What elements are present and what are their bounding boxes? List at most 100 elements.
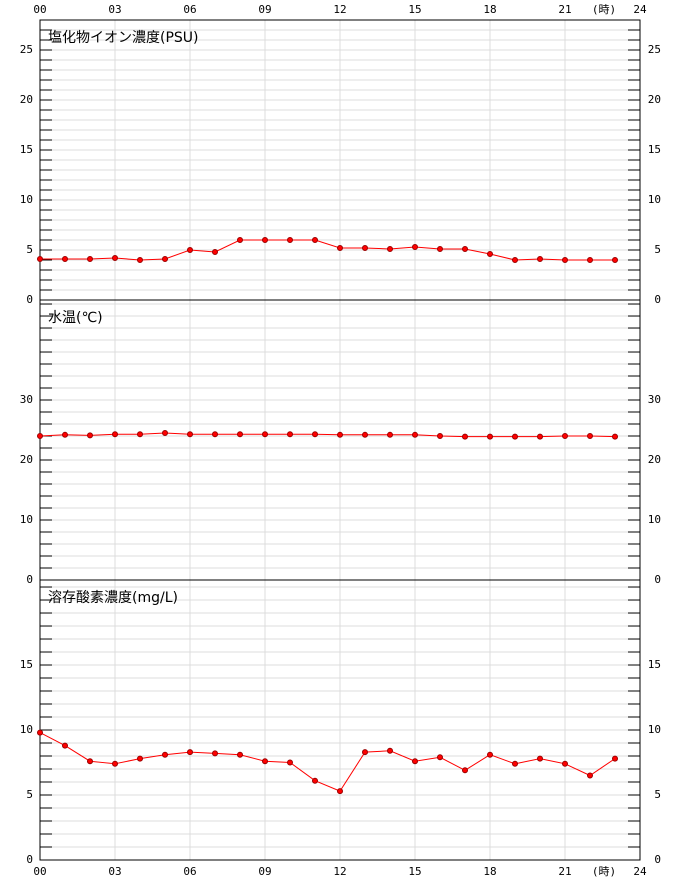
data-point — [412, 431, 418, 438]
y-tick-label: 25 — [648, 43, 661, 56]
y-tick-label: 5 — [26, 243, 33, 256]
data-point — [237, 431, 243, 438]
x-tick-label: 21 — [558, 865, 571, 878]
data-point — [237, 751, 243, 758]
x-tick-label: 12 — [333, 865, 346, 878]
y-tick-label: 0 — [654, 293, 661, 306]
data-point — [162, 751, 168, 758]
data-point — [412, 758, 418, 765]
data-point — [112, 431, 118, 438]
data-point — [512, 257, 518, 263]
data-point — [537, 433, 543, 440]
data-point — [512, 760, 518, 767]
data-point — [112, 760, 118, 767]
data-point — [312, 777, 318, 784]
x-tick-label: 00 — [33, 3, 46, 16]
data-point — [387, 431, 393, 438]
data-point — [537, 755, 543, 762]
x-tick-label: 21 — [558, 3, 571, 16]
data-point — [262, 758, 268, 765]
data-point — [162, 430, 168, 437]
data-point — [337, 788, 343, 795]
data-point — [87, 432, 93, 439]
data-point — [587, 257, 593, 263]
y-tick-label: 25 — [20, 43, 33, 56]
y-tick-label: 30 — [648, 393, 661, 406]
data-point — [187, 749, 193, 756]
y-tick-label: 20 — [20, 93, 33, 106]
y-tick-label: 30 — [20, 393, 33, 406]
data-point — [337, 245, 343, 251]
data-point — [162, 256, 168, 262]
data-point — [212, 431, 218, 438]
data-point — [37, 729, 43, 736]
y-tick-label: 5 — [654, 788, 661, 801]
y-tick-label: 15 — [20, 658, 33, 671]
x-tick-label: 18 — [483, 865, 496, 878]
y-tick-label: 5 — [26, 788, 33, 801]
data-point — [487, 251, 493, 257]
y-tick-label: 10 — [648, 193, 661, 206]
data-point — [137, 257, 143, 263]
data-point — [212, 750, 218, 757]
data-line — [39, 432, 616, 438]
data-point — [262, 237, 268, 243]
y-tick-label: 0 — [26, 573, 33, 586]
data-point — [37, 433, 43, 440]
data-point — [462, 767, 468, 774]
data-point — [262, 431, 268, 438]
data-point — [187, 431, 193, 438]
data-point — [562, 433, 568, 440]
data-point — [362, 245, 368, 251]
data-point — [287, 431, 293, 438]
x-tick-label: 03 — [108, 3, 121, 16]
data-point — [437, 433, 443, 440]
data-point — [387, 246, 393, 252]
data-point — [612, 257, 618, 263]
data-point — [62, 431, 68, 438]
data-point — [287, 237, 293, 243]
panel-title: 塩化物イオン濃度(PSU) — [48, 30, 199, 46]
data-point — [312, 237, 318, 243]
x-tick-label: 12 — [333, 3, 346, 16]
data-point — [437, 754, 443, 761]
data-point — [87, 758, 93, 765]
data-point — [287, 759, 293, 766]
data-point — [62, 742, 68, 749]
data-point — [362, 431, 368, 438]
data-point — [462, 433, 468, 440]
x-tick-label: 24 — [633, 3, 647, 16]
x-axis-label: (時) — [592, 3, 616, 16]
data-point — [562, 760, 568, 767]
y-tick-label: 15 — [648, 143, 661, 156]
y-tick-label: 5 — [654, 243, 661, 256]
data-point — [562, 257, 568, 263]
x-tick-label: 18 — [483, 3, 496, 16]
y-tick-label: 20 — [20, 453, 33, 466]
y-tick-label: 0 — [654, 573, 661, 586]
data-point — [137, 431, 143, 438]
data-point — [412, 244, 418, 250]
x-tick-label: 24 — [633, 865, 647, 878]
data-point — [87, 256, 93, 262]
y-tick-label: 15 — [20, 143, 33, 156]
data-point — [187, 247, 193, 253]
x-tick-label: 00 — [33, 865, 46, 878]
plot-frame — [39, 579, 641, 861]
data-line — [39, 732, 616, 792]
data-point — [512, 433, 518, 440]
x-tick-label: 03 — [108, 865, 121, 878]
data-point — [237, 237, 243, 243]
data-point — [612, 755, 618, 762]
y-tick-label: 0 — [654, 853, 661, 866]
y-tick-label: 10 — [20, 513, 33, 526]
y-tick-label: 15 — [648, 658, 661, 671]
data-point — [612, 433, 618, 440]
data-point — [37, 256, 43, 262]
data-point — [212, 249, 218, 255]
data-point — [537, 256, 543, 262]
y-tick-label: 20 — [648, 93, 661, 106]
data-point — [337, 431, 343, 438]
x-tick-label: 06 — [183, 3, 196, 16]
